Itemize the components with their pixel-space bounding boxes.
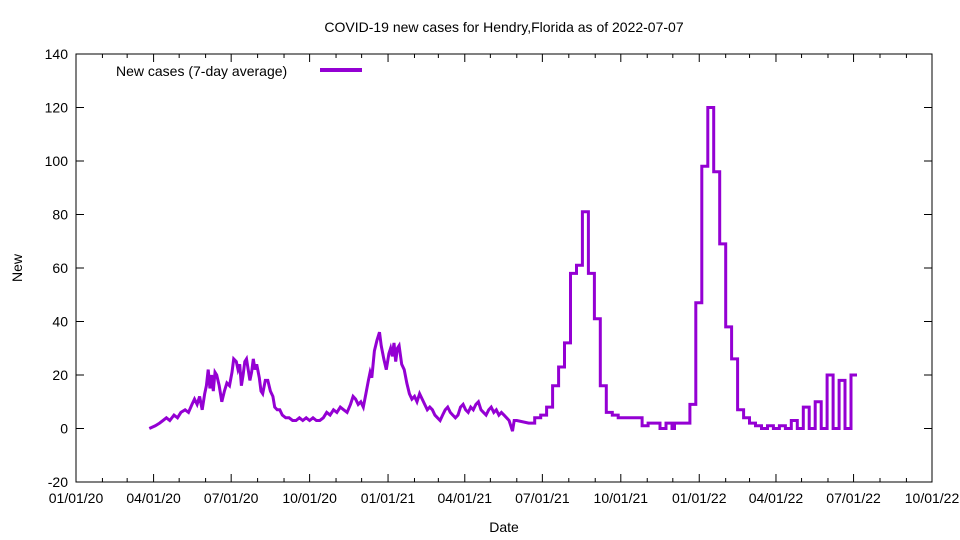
y-axis-label: New bbox=[9, 253, 25, 282]
y-tick-label: 100 bbox=[45, 153, 69, 169]
chart-title: COVID-19 new cases for Hendry,Florida as… bbox=[324, 19, 683, 35]
x-tick-label: 07/01/21 bbox=[515, 490, 570, 506]
series-line bbox=[148, 106, 857, 432]
x-tick-label: 10/01/20 bbox=[282, 490, 337, 506]
x-tick-label: 01/01/22 bbox=[672, 490, 727, 506]
y-tick-label: 120 bbox=[45, 100, 69, 116]
series-layer bbox=[148, 106, 857, 432]
x-axis-label: Date bbox=[489, 519, 519, 535]
x-tick-label: 04/01/22 bbox=[749, 490, 804, 506]
x-tick-label: 10/01/22 bbox=[905, 490, 960, 506]
x-axis: 01/01/20 04/01/20 07/01/20 10/01/20 01/01/21… bbox=[49, 54, 960, 506]
y-tick-label: 40 bbox=[52, 314, 68, 330]
x-tick-label: 10/01/21 bbox=[594, 490, 649, 506]
y-axis: -20 0 20 40 60 80 100 120 140 bbox=[45, 46, 932, 490]
y-tick-label: 20 bbox=[52, 367, 68, 383]
x-tick-label: 01/01/21 bbox=[361, 490, 416, 506]
x-tick-label: 07/01/22 bbox=[826, 490, 881, 506]
x-tick-label: 07/01/20 bbox=[204, 490, 259, 506]
y-tick-label: 0 bbox=[60, 421, 68, 437]
legend: New cases (7-day average) bbox=[116, 63, 362, 79]
x-tick-label: 01/01/20 bbox=[49, 490, 104, 506]
x-tick-label: 04/01/21 bbox=[438, 490, 493, 506]
y-tick-label: 80 bbox=[52, 207, 68, 223]
y-tick-label: 60 bbox=[52, 260, 68, 276]
y-tick-label: 140 bbox=[45, 46, 69, 62]
legend-label: New cases (7-day average) bbox=[116, 63, 287, 79]
x-tick-label: 04/01/20 bbox=[126, 490, 181, 506]
y-tick-label: -20 bbox=[48, 474, 68, 490]
